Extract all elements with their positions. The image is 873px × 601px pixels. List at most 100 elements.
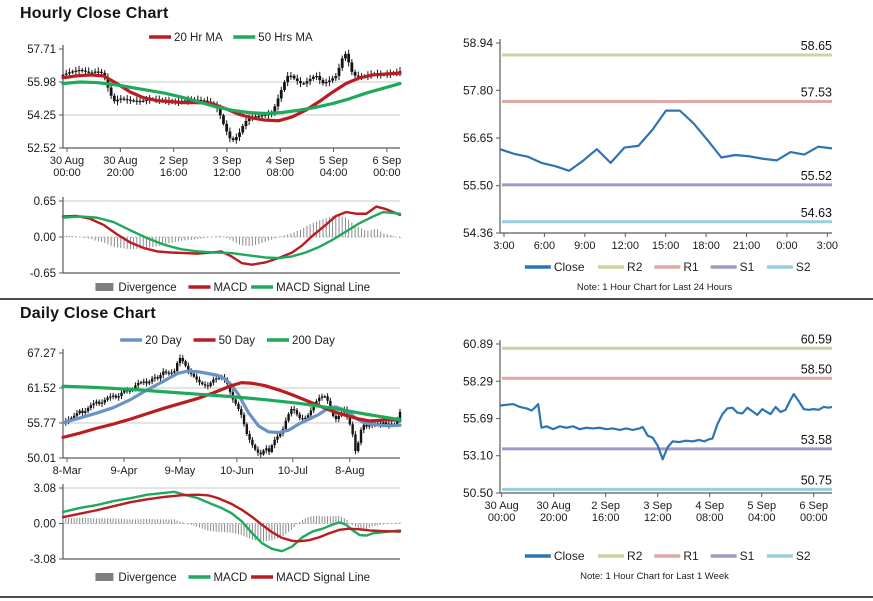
pivot-value-label: 50.75 bbox=[801, 473, 832, 487]
y-tick-label: 55.77 bbox=[27, 418, 56, 430]
y-tick-label: 52.52 bbox=[27, 143, 56, 155]
y-axis: 60.89 58.29 55.69 53.10 50.50 bbox=[463, 337, 832, 500]
legend-label: S2 bbox=[796, 260, 811, 274]
y-tick-label: 3.08 bbox=[34, 483, 56, 495]
x-tick-label: 30 Aug bbox=[485, 500, 519, 512]
x-tick-label: 30 Aug bbox=[50, 155, 84, 167]
pivot-value-label: 57.53 bbox=[801, 85, 832, 99]
y-tick-label: 67.27 bbox=[27, 348, 56, 360]
legend-label: 20 Hr MA bbox=[174, 32, 223, 44]
x-tick-label: 10-Jul bbox=[278, 465, 308, 477]
y-axis: 57.71 55.98 54.25 52.52 bbox=[27, 44, 400, 155]
legend-item-r1: R1 bbox=[654, 260, 699, 274]
x-tick-label: 2 Sep bbox=[159, 155, 188, 167]
x-tick-label: 15:00 bbox=[652, 240, 680, 252]
legend-label: Divergence bbox=[118, 572, 176, 584]
x-axis: 8-Mar 9-Apr 9-May 10-Jun 10-Jul 8-Aug bbox=[53, 458, 364, 477]
x-tick-label: 00:00 bbox=[53, 167, 81, 179]
y-tick-label: 58.29 bbox=[463, 374, 493, 388]
legend-label: MACD bbox=[213, 282, 247, 294]
legend-label: Divergence bbox=[118, 282, 176, 294]
x-tick-label: 00:00 bbox=[488, 512, 516, 524]
legend-item-s1: S1 bbox=[710, 549, 755, 563]
legend-item-r2: R2 bbox=[598, 549, 643, 563]
x-tick-label: 3:00 bbox=[493, 240, 514, 252]
legend-label: MACD Signal Line bbox=[276, 572, 370, 584]
legend-item-divergence: Divergence bbox=[95, 282, 177, 294]
legend-label: MACD Signal Line bbox=[276, 282, 370, 294]
y-tick-label: 55.69 bbox=[463, 412, 493, 426]
x-tick-label: 9-May bbox=[165, 465, 196, 477]
x-tick-label: 8-Mar bbox=[53, 465, 82, 477]
legend-item-s1: S1 bbox=[710, 260, 755, 274]
x-tick-label: 2 Sep bbox=[591, 500, 620, 512]
x-tick-label: 9-Apr bbox=[111, 465, 138, 477]
legend: Divergence MACD MACD Signal Line bbox=[95, 282, 370, 294]
x-tick-label: 6 Sep bbox=[799, 500, 828, 512]
x-tick-label: 00:00 bbox=[373, 167, 401, 179]
y-tick-label: 61.52 bbox=[27, 383, 56, 395]
x-tick-label: 08:00 bbox=[266, 167, 294, 179]
legend-label: 50 Day bbox=[219, 335, 256, 347]
y-tick-label: 50.01 bbox=[27, 453, 56, 465]
x-tick-label: 0:00 bbox=[776, 240, 797, 252]
y-axis: 58.94 57.80 56.65 55.50 54.36 bbox=[463, 36, 832, 240]
x-tick-label: 5 Sep bbox=[747, 500, 776, 512]
divergence-bars bbox=[62, 215, 401, 250]
daily-price-chart: 67.27 61.52 55.77 50.018-Mar 9-Apr 9-May 10-Ju… bbox=[27, 335, 402, 477]
legend-item-s2: S2 bbox=[766, 260, 811, 274]
y-tick-label: 57.71 bbox=[27, 44, 56, 56]
x-tick-label: 3:00 bbox=[817, 240, 838, 252]
legend-item-close: Close bbox=[524, 260, 585, 274]
pivot-line-r2: 58.65 bbox=[502, 39, 832, 57]
series-line-macd-signal-line bbox=[61, 493, 402, 543]
y-tick-label: 57.80 bbox=[463, 83, 493, 97]
x-axis: 3:00 6:00 9:00 12:00 15:00 18:00 21:00 0:00 3:00 bbox=[493, 233, 838, 252]
y-tick-label: 0.00 bbox=[34, 232, 56, 244]
series-line-200-day bbox=[61, 384, 402, 422]
x-tick-label: 3 Sep bbox=[643, 500, 672, 512]
x-tick-label: 04:00 bbox=[320, 167, 348, 179]
x-tick-label: 5 Sep bbox=[319, 155, 348, 167]
y-tick-label: 50.50 bbox=[463, 486, 493, 500]
series-line-macd-signal-line bbox=[61, 210, 402, 260]
legend: Close R2 R1 S1 S2 bbox=[524, 260, 811, 274]
close-line bbox=[499, 109, 833, 172]
pivot-value-label: 54.63 bbox=[801, 206, 832, 220]
legend-label: S1 bbox=[740, 549, 755, 563]
legend: 20 Day 50 Day 200 Day bbox=[120, 335, 335, 347]
legend-item-r1: R1 bbox=[654, 549, 699, 563]
y-tick-label: 53.10 bbox=[463, 449, 493, 463]
candlestick-series bbox=[61, 354, 402, 458]
y-axis: 0.65 0.00 -0.65 bbox=[30, 196, 400, 280]
legend-item-macd: MACD bbox=[188, 572, 247, 584]
x-tick-label: 6 Sep bbox=[372, 155, 401, 167]
pivot-line-r1: 58.50 bbox=[502, 362, 832, 380]
pivot-value-label: 58.65 bbox=[801, 39, 832, 53]
pivot-value-label: 55.52 bbox=[801, 169, 832, 183]
pivot-value-label: 53.58 bbox=[801, 433, 832, 447]
x-tick-label: 21:00 bbox=[733, 240, 761, 252]
legend-label: S1 bbox=[740, 260, 755, 274]
x-tick-label: 30 Aug bbox=[103, 155, 137, 167]
section-divider-bottom bbox=[0, 596, 873, 598]
pivot-line-r1: 57.53 bbox=[502, 85, 832, 103]
x-tick-label: 9:00 bbox=[574, 240, 595, 252]
x-tick-label: 4 Sep bbox=[266, 155, 295, 167]
legend-item-macd: MACD bbox=[188, 282, 247, 294]
hourly-macd-chart: 0.65 0.00 -0.65 Divergence MACD MACD Signal L… bbox=[30, 196, 402, 294]
pivot-value-label: 60.59 bbox=[801, 332, 832, 346]
x-tick-label: 18:00 bbox=[692, 240, 720, 252]
legend-label: R2 bbox=[627, 260, 643, 274]
y-tick-label: 0.65 bbox=[34, 196, 56, 208]
legend-label: Close bbox=[554, 549, 585, 563]
legend-item-close: Close bbox=[524, 549, 585, 563]
daily-chart-title: Daily Close Chart bbox=[20, 305, 156, 322]
x-tick-label: 16:00 bbox=[160, 167, 188, 179]
legend: Close R2 R1 S1 S2 bbox=[524, 549, 811, 563]
y-tick-label: 54.25 bbox=[27, 110, 56, 122]
x-tick-label: 00:00 bbox=[800, 512, 828, 524]
